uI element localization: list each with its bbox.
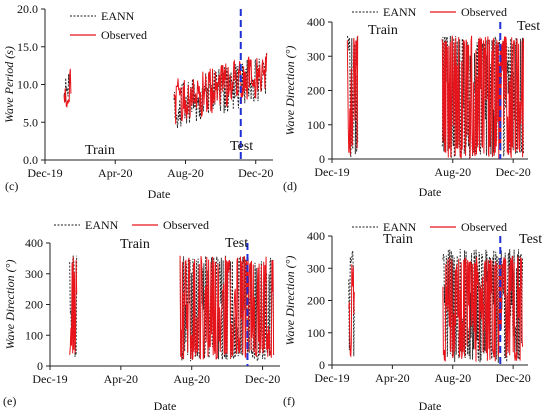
x-tick-label: Aug-20 [434,371,471,385]
test-annotation: Test [230,139,253,154]
y-tick-label: 300 [25,267,43,281]
chart-panel-3: 0 100 200 300 400 Dec-19 Apr-20 Aug-20 Dec-20 Dat… [3,218,280,413]
y-axis-title: Wave Period (s) [2,46,16,123]
y-tick-label: 300 [307,261,325,275]
y-tick-label: 400 [307,229,325,243]
y-tick-label: 0 [319,358,325,372]
y-tick-label: 400 [25,236,43,250]
legend-eann-label: EANN [101,9,135,23]
eann-series-line [346,35,359,158]
train-annotation: Train [120,237,150,252]
x-tick-label: Dec-19 [32,372,67,386]
chart-panel-4: 0 100 200 300 400 Dec-19 Apr-20 Aug-20 Dec-20 Dat… [283,220,542,413]
panel-label: (e) [3,394,16,408]
observed-series-line [173,52,268,125]
test-annotation: Test [517,19,540,34]
x-tick-label: Dec-20 [238,166,273,180]
x-axis-title: Date [148,187,171,201]
observed-series-line [63,68,72,108]
x-tick-label: Apr-20 [104,372,138,386]
panel-label: (d) [283,179,297,193]
observed-series-line [442,255,524,362]
legend-observed-label: Observed [461,5,507,19]
y-tick-label: 400 [307,15,325,29]
legend-eann-label: EANN [383,5,417,19]
y-tick-label: 100 [25,328,43,342]
eann-series-line [179,255,275,363]
x-tick-label: Dec-19 [314,371,349,385]
chart-panel-2: 0 100 200 300 400 Dec-19 Aug-20 Dec-20 Date Wave … [283,5,540,199]
x-tick-label: Apr-20 [98,166,132,180]
x-axis-title: Date [419,185,442,199]
legend: EANN Observed [54,218,209,232]
x-tick-label: Dec-19 [314,165,349,179]
observed-series-line [69,256,78,355]
eann-series-line [173,53,268,129]
x-tick-label: Aug-20 [167,166,204,180]
legend: EANN Observed [352,5,507,19]
observed-series-line [179,255,275,360]
y-tick-label: 300 [307,49,325,63]
y-tick-label: 15.0 [17,40,38,54]
legend-observed-label: Observed [461,220,507,234]
x-tick-label: Aug-20 [434,165,471,179]
y-tick-label: 100 [307,326,325,340]
x-axis-title: Date [154,399,177,413]
x-tick-label: Dec-20 [245,372,280,386]
x-axis-title: Date [419,399,442,413]
legend: EANN Observed [70,9,147,42]
y-axis-title: Wave Direction (°) [3,260,17,350]
x-tick-label: Dec-20 [495,165,530,179]
y-tick-label: 100 [307,118,325,132]
panel-label: (c) [5,179,18,193]
test-annotation: Test [225,236,248,251]
x-tick-label: Aug-20 [173,372,210,386]
panel-label: (f) [283,394,295,408]
y-tick-label: 20.0 [17,2,38,16]
observed-series-line [348,264,355,358]
legend-observed-label: Observed [163,218,209,232]
train-annotation: Train [383,232,413,247]
test-annotation: Test [519,232,542,247]
x-tick-label: Dec-20 [495,371,530,385]
legend: EANN Observed [352,220,507,234]
y-tick-label: 10.0 [17,78,38,92]
y-tick-label: 5.0 [23,115,38,129]
y-tick-label: 200 [25,298,43,312]
chart-panel-1: 0.0 5.0 10.0 15.0 20.0 Dec-19 Apr-20 Aug-20 Dec-… [2,2,273,201]
observed-series-line [441,35,524,159]
train-annotation: Train [368,23,398,38]
x-tick-label: Apr-20 [375,371,409,385]
legend-eann-label: EANN [383,220,417,234]
y-axis-title: Wave Direction (°) [283,46,297,136]
legend-eann-label: EANN [85,218,119,232]
x-tick-label: Dec-19 [27,166,62,180]
y-tick-label: 0.0 [23,153,38,167]
y-tick-label: 0 [319,152,325,166]
train-annotation: Train [85,143,115,158]
y-tick-label: 200 [307,84,325,98]
y-axis-title: Wave Direction (°) [283,256,297,346]
legend-observed-label: Observed [101,28,147,42]
y-tick-label: 0 [37,359,43,373]
observed-series-line [346,35,359,156]
y-tick-label: 200 [307,294,325,308]
